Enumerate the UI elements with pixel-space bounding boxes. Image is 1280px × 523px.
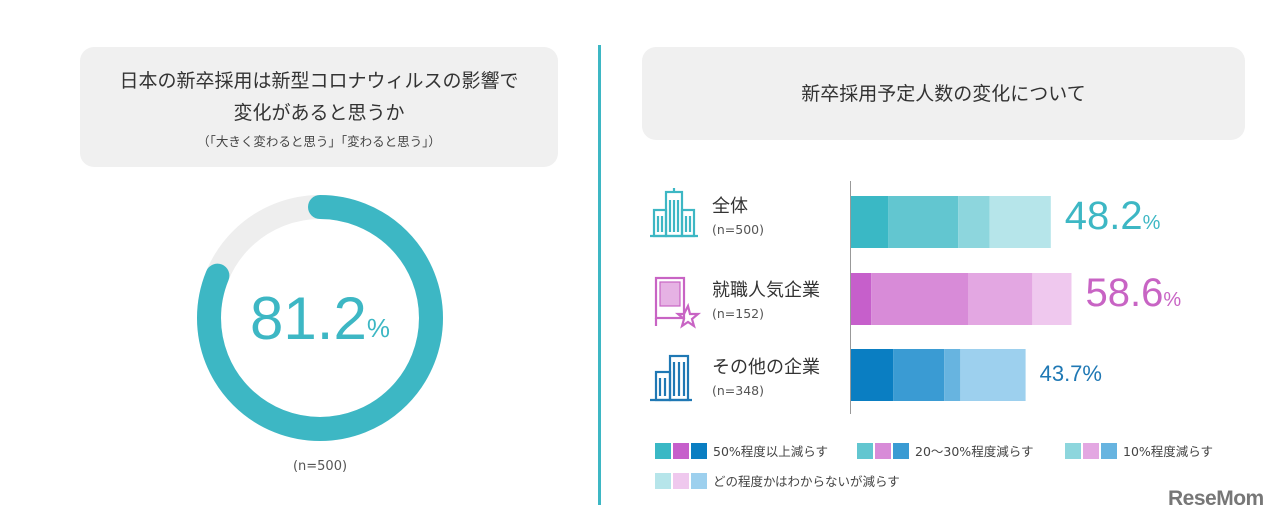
legend-swatch bbox=[673, 442, 689, 459]
donut-value-unit: % bbox=[366, 312, 390, 343]
legend-item-20-30: 20〜30%程度減らす bbox=[857, 441, 1033, 460]
left-title-line2: 変化があると思うか bbox=[233, 101, 405, 124]
legend-swatch bbox=[655, 442, 671, 459]
row-name-all: 全体 bbox=[712, 196, 748, 217]
bar-segment bbox=[851, 196, 889, 248]
legend-item-10: 10%程度減らす bbox=[1065, 441, 1213, 460]
panel-divider bbox=[598, 45, 601, 505]
row-label-other: その他の企業 (n=348) bbox=[712, 357, 820, 398]
row-n-all: (n=500) bbox=[712, 222, 765, 237]
total-unit-all: % bbox=[1142, 212, 1161, 234]
total-unit-popular: % bbox=[1163, 289, 1182, 311]
other-company-building-icon bbox=[646, 350, 702, 406]
bar-segment bbox=[958, 196, 990, 248]
right-title-box: 新卒採用予定人数の変化について bbox=[642, 47, 1245, 140]
legend-swatch bbox=[893, 442, 909, 459]
legend-swatch bbox=[673, 472, 689, 489]
bar-segment bbox=[968, 273, 1033, 325]
legend-label-50: 50%程度以上減らす bbox=[713, 444, 829, 459]
legend-swatch bbox=[857, 442, 873, 459]
donut-chart: 81.2 % bbox=[195, 193, 445, 443]
legend-label-10: 10%程度減らす bbox=[1123, 444, 1214, 459]
row-name-other: その他の企業 bbox=[712, 357, 820, 378]
total-label-other: 43.7% bbox=[1040, 361, 1102, 387]
bar-segment bbox=[893, 349, 945, 401]
total-value-popular: 58.6 bbox=[1085, 271, 1164, 315]
legend-item-50: 50%程度以上減らす bbox=[655, 441, 828, 460]
bar-segment bbox=[871, 273, 968, 325]
right-title: 新卒採用予定人数の変化について bbox=[801, 82, 1086, 105]
legend-label-20-30: 20〜30%程度減らす bbox=[915, 444, 1034, 459]
total-label-popular: 58.6% bbox=[1086, 271, 1182, 316]
legend-label-unknown: どの程度かはわからないが減らす bbox=[713, 474, 900, 489]
donut-sample-size: (n=500) bbox=[292, 459, 348, 474]
left-title-line1: 日本の新卒採用は新型コロナウィルスの影響で bbox=[119, 69, 519, 92]
donut-svg bbox=[197, 195, 443, 441]
bar-segment bbox=[851, 349, 894, 401]
row-label-all: 全体 (n=500) bbox=[712, 196, 764, 237]
bar-segment bbox=[851, 273, 872, 325]
row-name-popular: 就職人気企業 bbox=[712, 280, 820, 301]
popular-company-star-icon bbox=[646, 274, 702, 330]
total-value-other: 43.7% bbox=[1039, 361, 1102, 386]
donut-value-number: 81.2 bbox=[250, 284, 367, 352]
legend-swatch bbox=[691, 442, 707, 459]
bar-axis-line bbox=[850, 181, 851, 414]
legend-swatch bbox=[1101, 442, 1117, 459]
total-label-all: 48.2% bbox=[1065, 194, 1161, 239]
left-subtitle: （「大きく変わると思う」「変わると思う」） bbox=[197, 133, 441, 149]
row-n-popular: (n=152) bbox=[712, 306, 765, 321]
bar-segment bbox=[1032, 273, 1072, 325]
total-value-all: 48.2 bbox=[1064, 194, 1143, 238]
bar-segment bbox=[944, 349, 961, 401]
legend-item-unknown: どの程度かはわからないが減らす bbox=[655, 471, 900, 490]
row-n-other: (n=348) bbox=[712, 383, 765, 398]
bar-segment bbox=[989, 196, 1051, 248]
legend-swatch bbox=[1065, 442, 1081, 459]
bar-segment bbox=[960, 349, 1026, 401]
office-building-icon bbox=[646, 186, 702, 242]
brand-logo: ReseMom bbox=[1168, 487, 1264, 510]
left-title-box: 日本の新卒採用は新型コロナウィルスの影響で 変化があると思うか （「大きく変わる… bbox=[80, 47, 558, 167]
donut-arc bbox=[197, 195, 443, 441]
legend-swatch bbox=[1083, 442, 1099, 459]
bar-segment bbox=[888, 196, 959, 248]
donut-value: 81.2 % bbox=[195, 193, 445, 443]
row-label-popular: 就職人気企業 (n=152) bbox=[712, 280, 820, 321]
legend-swatch bbox=[875, 442, 891, 459]
legend-swatch bbox=[655, 472, 671, 489]
legend-swatch bbox=[691, 472, 707, 489]
